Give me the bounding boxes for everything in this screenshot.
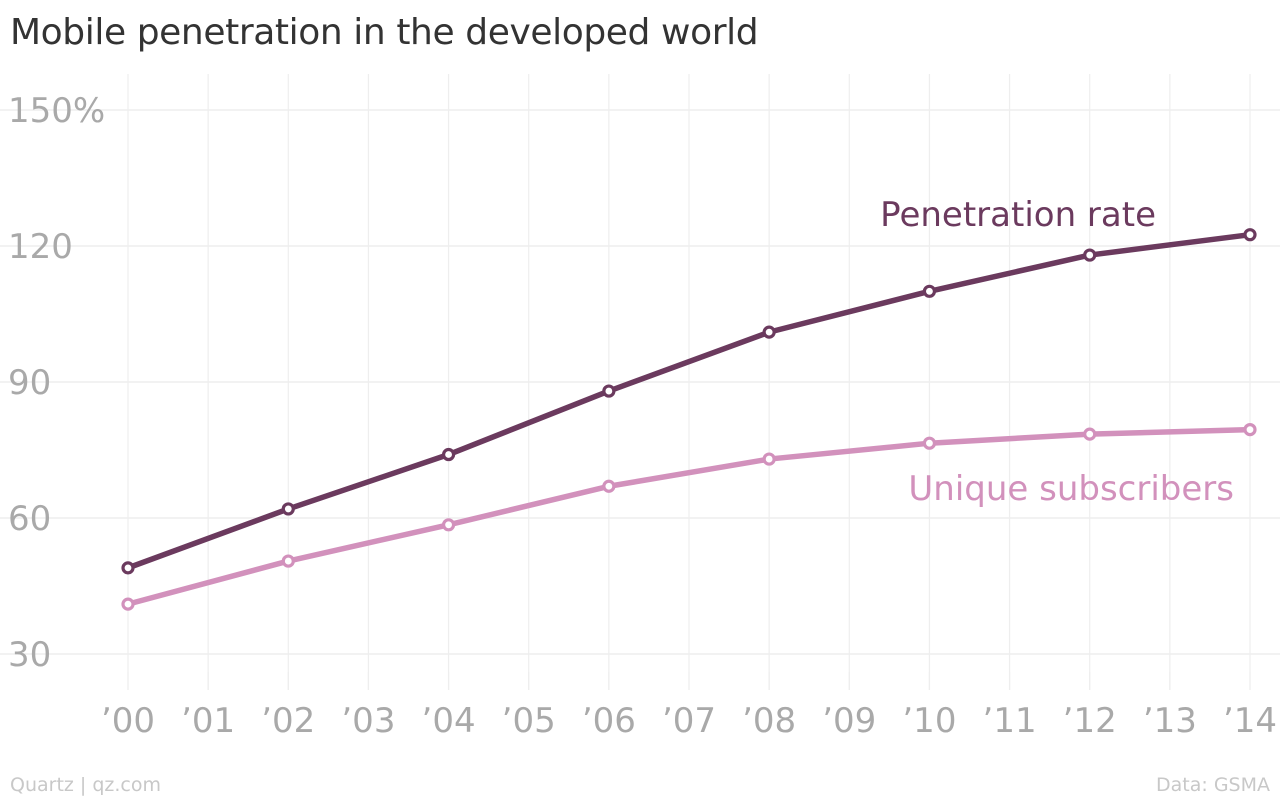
series-lines bbox=[125, 231, 1253, 607]
x-tick-label: ’14 bbox=[1223, 701, 1277, 741]
source-credit: Quartz | qz.com bbox=[10, 774, 162, 796]
x-tick-label: ’01 bbox=[181, 701, 235, 741]
y-tick-label: 90 bbox=[8, 363, 51, 403]
x-tick-label: ’11 bbox=[983, 701, 1037, 741]
data-point bbox=[602, 384, 616, 398]
data-point bbox=[441, 447, 456, 462]
x-tick-label: ’05 bbox=[502, 701, 556, 741]
x-tick-label: ’02 bbox=[261, 701, 315, 741]
x-tick-label: ’09 bbox=[822, 701, 876, 741]
chart-title: Mobile penetration in the developed worl… bbox=[10, 12, 759, 53]
horizontal-gridlines bbox=[0, 109, 1280, 655]
data-point bbox=[441, 518, 456, 532]
x-tick-label: ’08 bbox=[742, 701, 796, 741]
series-line-1 bbox=[125, 426, 1253, 607]
series-label-unique-subscribers: Unique subscribers bbox=[908, 469, 1234, 509]
y-axis-tick-labels: 30 60 90 120 150% bbox=[8, 91, 105, 675]
x-tick-label: ’12 bbox=[1063, 701, 1117, 741]
x-tick-label: ’04 bbox=[422, 701, 476, 741]
data-point bbox=[602, 479, 616, 493]
data-source: Data: GSMA bbox=[1156, 774, 1270, 796]
y-tick-label: 150% bbox=[8, 91, 105, 131]
data-point bbox=[762, 325, 776, 339]
series-points bbox=[121, 228, 1257, 611]
x-axis-tick-labels: ’00 ’01 ’02 ’03 ’04 ’05 ’06 ’07 ’08 ’09 ’10 ’11 ’12 ’… bbox=[101, 701, 1277, 741]
series-line-0 bbox=[125, 231, 1253, 571]
data-point bbox=[1243, 423, 1257, 437]
x-tick-label: ’07 bbox=[662, 701, 716, 741]
data-point bbox=[281, 554, 295, 568]
data-point bbox=[1083, 427, 1097, 441]
x-tick-label: ’00 bbox=[101, 701, 155, 741]
x-tick-label: ’06 bbox=[582, 701, 636, 741]
series-label-penetration-rate: Penetration rate bbox=[880, 195, 1156, 235]
x-tick-label: ’10 bbox=[902, 701, 956, 741]
y-tick-label: 30 bbox=[8, 635, 51, 675]
data-point bbox=[762, 452, 776, 466]
x-tick-label: ’03 bbox=[341, 701, 395, 741]
x-tick-label: ’13 bbox=[1143, 701, 1197, 741]
data-point bbox=[1243, 228, 1257, 242]
data-point bbox=[121, 561, 135, 575]
data-point bbox=[922, 436, 937, 450]
data-point bbox=[281, 502, 295, 516]
y-tick-label: 60 bbox=[8, 499, 51, 539]
data-point bbox=[121, 597, 135, 611]
data-point bbox=[1083, 248, 1097, 262]
data-point bbox=[922, 284, 937, 298]
y-tick-label: 120 bbox=[8, 227, 73, 267]
